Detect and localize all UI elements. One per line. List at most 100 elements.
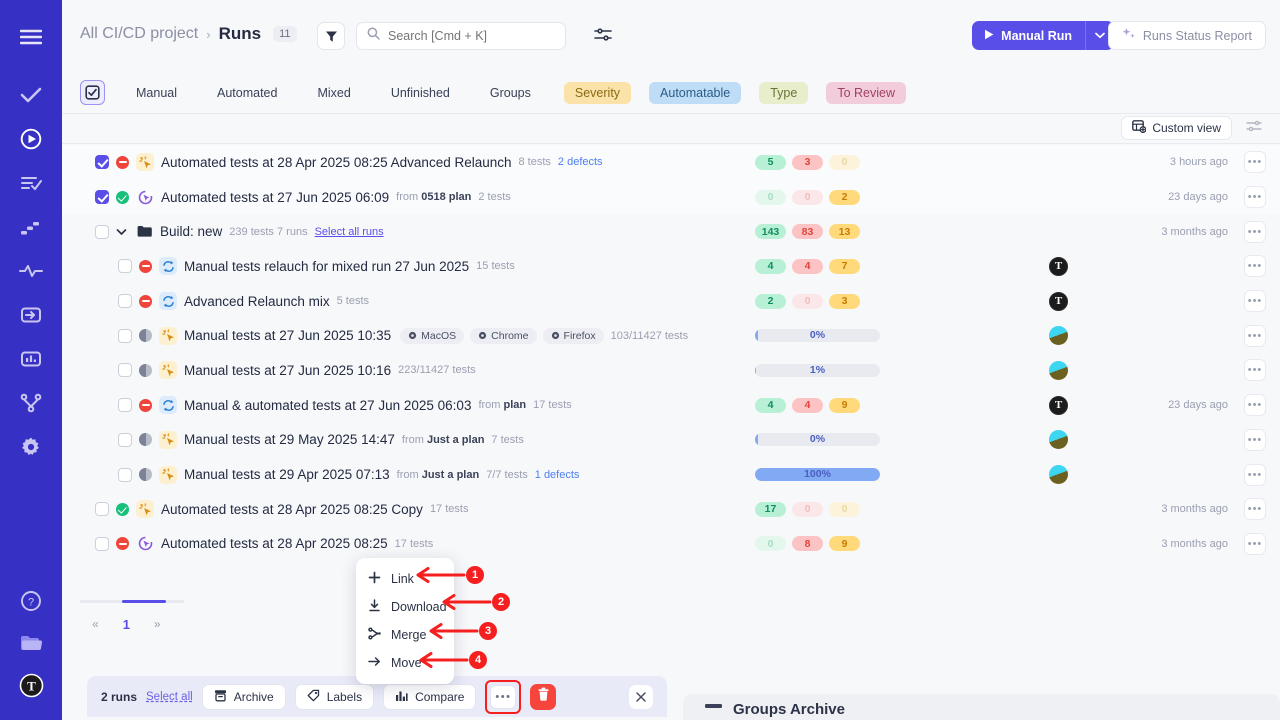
view-settings-icon[interactable] bbox=[1246, 119, 1262, 138]
avatar[interactable]: T bbox=[12, 666, 50, 704]
row-defects-link[interactable]: 1 defects bbox=[534, 468, 580, 481]
more-actions-button[interactable]: ••• bbox=[490, 684, 517, 709]
row-more-button[interactable]: ••• bbox=[1244, 498, 1266, 521]
tab-automated[interactable]: Automated bbox=[217, 85, 278, 100]
row-checkbox[interactable] bbox=[95, 536, 109, 551]
select-all-link[interactable]: Select all bbox=[146, 690, 193, 703]
row-more-button[interactable]: ••• bbox=[1244, 290, 1266, 313]
context-menu-item-move[interactable]: Move bbox=[356, 649, 454, 677]
tab-type[interactable]: Type bbox=[759, 81, 809, 104]
table-row[interactable]: Manual tests at 29 Apr 2025 07:13 from Ju… bbox=[62, 457, 1280, 492]
row-checkbox[interactable] bbox=[95, 190, 109, 205]
tab-unfinished[interactable]: Unfinished bbox=[390, 85, 450, 100]
row-checkbox[interactable] bbox=[118, 398, 132, 413]
search-input[interactable] bbox=[388, 29, 548, 43]
avatar[interactable]: T bbox=[1049, 256, 1068, 276]
activity-icon[interactable] bbox=[12, 252, 50, 290]
os-chip[interactable]: Firefox bbox=[542, 327, 604, 344]
groups-archive-panel[interactable]: Groups Archive bbox=[683, 694, 1280, 720]
chevron-down-icon[interactable] bbox=[116, 228, 128, 236]
table-row[interactable]: Automated tests at 28 Apr 2025 08:25 Cop… bbox=[62, 492, 1280, 527]
manual-run-main[interactable]: Manual Run bbox=[972, 21, 1085, 50]
import-icon[interactable] bbox=[12, 296, 50, 334]
tab-mixed[interactable]: Mixed bbox=[317, 85, 351, 100]
stairs-icon[interactable] bbox=[12, 208, 50, 246]
context-menu-item-merge[interactable]: Merge bbox=[356, 621, 454, 649]
row-checkbox[interactable] bbox=[118, 328, 132, 343]
table-row[interactable]: Automated tests at 27 Jun 2025 06:09 from… bbox=[62, 179, 1280, 215]
context-menu-item-link[interactable]: Link bbox=[356, 565, 454, 593]
avatar[interactable] bbox=[1049, 465, 1068, 485]
avatar[interactable]: T bbox=[1049, 395, 1068, 415]
row-more-button[interactable]: ••• bbox=[1244, 463, 1266, 486]
row-more-button[interactable]: ••• bbox=[1244, 186, 1266, 209]
row-defects-link[interactable]: 2 defects bbox=[557, 156, 603, 169]
table-row[interactable]: Manual tests at 27 Jun 2025 10:35 MacOS Ch… bbox=[62, 318, 1280, 353]
close-selection-button[interactable] bbox=[629, 684, 653, 709]
row-checkbox[interactable] bbox=[118, 259, 132, 274]
row-more-button[interactable]: ••• bbox=[1244, 394, 1266, 417]
bar-chart-icon[interactable] bbox=[12, 340, 50, 378]
breadcrumb-project[interactable]: All CI/CD project bbox=[80, 25, 199, 42]
search-box[interactable] bbox=[356, 22, 566, 50]
row-checkbox[interactable] bbox=[118, 467, 132, 482]
table-row[interactable]: Automated tests at 28 Apr 2025 08:25 17 t… bbox=[62, 527, 1280, 562]
chevron-down-icon[interactable] bbox=[1086, 21, 1114, 50]
pagination-prev[interactable]: « bbox=[92, 617, 99, 631]
check-icon[interactable] bbox=[12, 76, 50, 114]
compare-button[interactable]: Compare bbox=[383, 683, 477, 710]
row-checkbox[interactable] bbox=[118, 432, 132, 447]
sliders-icon[interactable] bbox=[592, 24, 614, 46]
table-row[interactable]: Automated tests at 28 Apr 2025 08:25 Adv… bbox=[62, 145, 1280, 180]
select-all-runs-link[interactable]: Select all runs bbox=[314, 225, 384, 238]
pagination-next[interactable]: » bbox=[153, 617, 161, 631]
os-chip[interactable]: Chrome bbox=[470, 327, 537, 344]
tab-manual[interactable]: Manual bbox=[136, 85, 177, 100]
row-more-button[interactable]: ••• bbox=[1244, 220, 1266, 243]
custom-view-button[interactable]: Custom view bbox=[1121, 116, 1232, 140]
row-checkbox[interactable] bbox=[118, 363, 132, 378]
table-row[interactable]: Manual & automated tests at 27 Jun 2025 … bbox=[62, 388, 1280, 423]
pagination-page-1[interactable]: 1 bbox=[122, 616, 130, 632]
tab-to-review[interactable]: To Review bbox=[826, 81, 907, 104]
row-more-button[interactable]: ••• bbox=[1244, 532, 1266, 555]
list-check-icon[interactable] bbox=[12, 164, 50, 202]
folder-icon[interactable] bbox=[12, 624, 50, 662]
table-row[interactable]: Build: new 239 tests 7 runs Select all run… bbox=[62, 214, 1280, 249]
checklist-icon[interactable] bbox=[80, 80, 105, 105]
branch-icon[interactable] bbox=[12, 384, 50, 422]
help-circle-icon[interactable]: ? bbox=[12, 582, 50, 620]
row-more-button[interactable]: ••• bbox=[1244, 324, 1266, 347]
labels-button[interactable]: Labels bbox=[294, 683, 375, 710]
table-row[interactable]: Advanced Relaunch mix 5 tests 2 0 3 T ••• bbox=[62, 284, 1280, 319]
avatar[interactable]: T bbox=[1049, 291, 1068, 311]
row-more-button[interactable]: ••• bbox=[1244, 151, 1266, 174]
play-circle-icon[interactable] bbox=[12, 120, 50, 158]
row-more-button[interactable]: ••• bbox=[1244, 359, 1266, 382]
funnel-icon[interactable] bbox=[317, 22, 345, 50]
table-row[interactable]: Manual tests at 27 Jun 2025 10:16 223/114… bbox=[62, 353, 1280, 388]
pagination-scroll-thumb[interactable] bbox=[122, 600, 166, 603]
row-checkbox[interactable] bbox=[95, 155, 109, 170]
manual-run-button[interactable]: Manual Run bbox=[972, 21, 1114, 50]
tab-groups[interactable]: Groups bbox=[489, 85, 531, 100]
runs-status-report-button[interactable]: Runs Status Report bbox=[1107, 21, 1266, 50]
row-more-button[interactable]: ••• bbox=[1244, 428, 1266, 451]
row-checkbox[interactable] bbox=[118, 294, 132, 309]
os-chip[interactable]: MacOS bbox=[400, 327, 465, 344]
context-menu-item-download[interactable]: Download bbox=[356, 593, 454, 621]
delete-button[interactable] bbox=[530, 683, 557, 710]
tab-severity[interactable]: Severity bbox=[563, 81, 632, 104]
avatar[interactable] bbox=[1049, 326, 1068, 346]
pagination-scrollbar[interactable] bbox=[80, 600, 184, 603]
gear-icon[interactable] bbox=[12, 428, 50, 466]
avatar[interactable] bbox=[1049, 430, 1068, 450]
table-row[interactable]: Manual tests at 29 May 2025 14:47 from Ju… bbox=[62, 423, 1280, 458]
table-row[interactable]: Manual tests relauch for mixed run 27 Ju… bbox=[62, 249, 1280, 284]
archive-button[interactable]: Archive bbox=[201, 683, 286, 710]
tab-automatable[interactable]: Automatable bbox=[649, 81, 742, 104]
row-checkbox[interactable] bbox=[95, 224, 109, 239]
menu-icon[interactable] bbox=[12, 18, 50, 56]
row-more-button[interactable]: ••• bbox=[1244, 255, 1266, 278]
avatar[interactable] bbox=[1049, 360, 1068, 380]
